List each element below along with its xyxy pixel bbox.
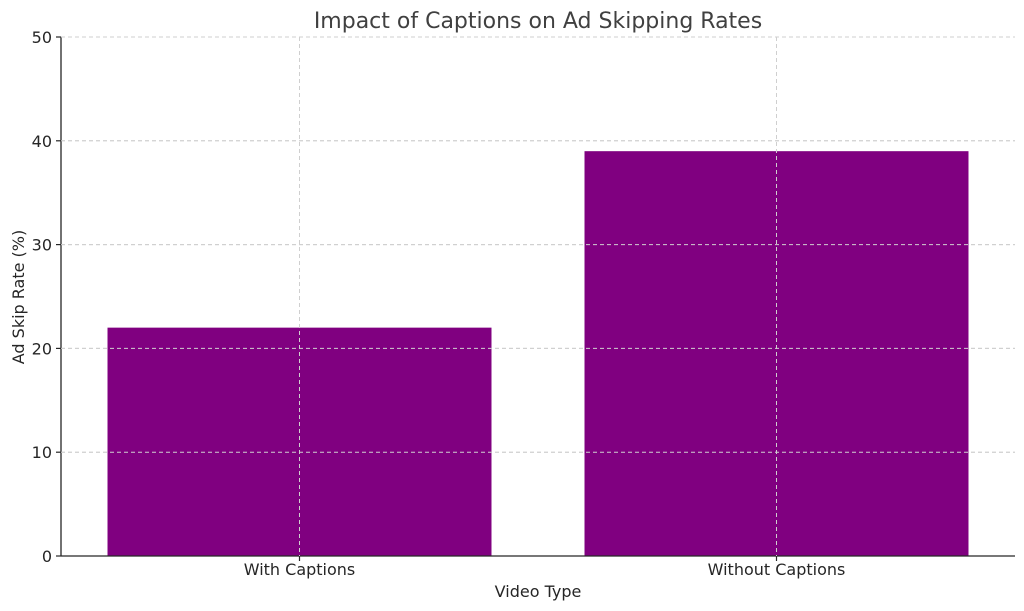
y-axis-label: Ad Skip Rate (%) <box>9 230 28 364</box>
tick-labels: 0 10 20 30 40 50 With Captions Without Captions <box>32 28 1015 579</box>
x-tick-label: With Captions <box>244 560 356 579</box>
y-tick-label: 30 <box>32 236 52 255</box>
x-tick-label: Without Captions <box>708 560 846 579</box>
y-tick-label: 50 <box>32 28 52 47</box>
y-tick-label: 0 <box>42 547 52 566</box>
chart-title: Impact of Captions on Ad Skipping Rates <box>314 9 762 34</box>
bar-with-captions <box>107 327 492 556</box>
x-axis-label: Video Type <box>495 582 582 601</box>
y-tick-label: 10 <box>32 443 52 462</box>
bars <box>107 151 969 556</box>
axes <box>60 37 1015 557</box>
y-tick-label: 40 <box>32 132 52 151</box>
y-tick-label: 20 <box>32 339 52 358</box>
